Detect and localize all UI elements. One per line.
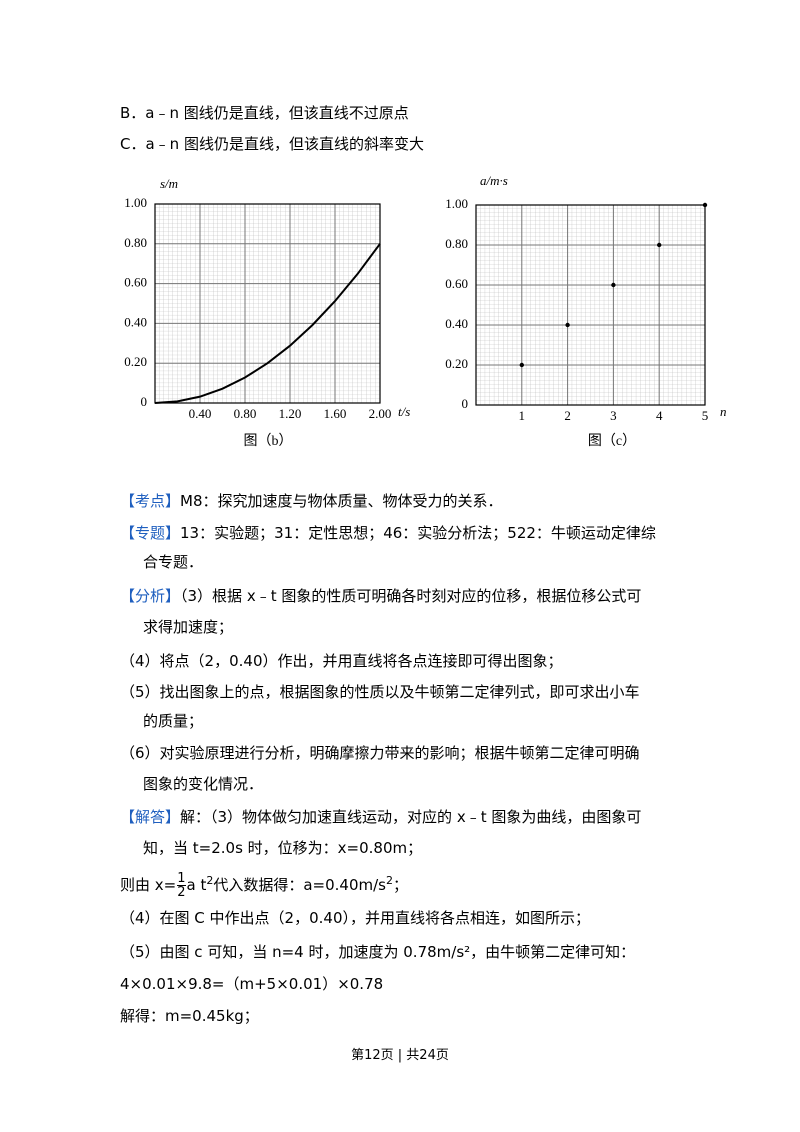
caption: 图（b） bbox=[244, 433, 293, 449]
line: （4）将点（2，0.40）作出，并用直线将各点连接即可得出图象； bbox=[120, 652, 563, 670]
x-axis-label: n bbox=[720, 404, 727, 419]
text: a t bbox=[186, 876, 207, 894]
option: C．a﹣n 图线仍是直线，但该直线的斜率变大 bbox=[120, 135, 424, 153]
section-tag: 【分析】 bbox=[120, 587, 181, 605]
y-tick-label: 0.40 bbox=[124, 314, 147, 329]
line: 合专题． bbox=[143, 553, 204, 571]
line: 图象的变化情况． bbox=[143, 775, 264, 793]
line: （4）在图 C 中作出点（2，0.40），并用直线将各点相连，如图所示； bbox=[120, 909, 590, 927]
exponent: 2 bbox=[206, 874, 214, 887]
line: （3）根据 x﹣t 图象的性质可明确各时刻对应的位移，根据位移公式可 bbox=[180, 587, 642, 605]
x-tick-label: 3 bbox=[610, 408, 617, 423]
y-tick-label: 0 bbox=[141, 394, 148, 409]
line: 解：（3）物体做匀加速直线运动，对应的 x﹣t 图象为曲线，由图象可 bbox=[180, 808, 642, 826]
x-tick-label: 5 bbox=[702, 408, 709, 423]
point bbox=[702, 202, 708, 208]
line: 的质量； bbox=[143, 712, 204, 730]
curve bbox=[154, 243, 381, 404]
x-tick-label: 1.20 bbox=[279, 406, 302, 421]
x-tick-label: 2.00 bbox=[369, 406, 392, 421]
x-tick-label: 4 bbox=[656, 408, 663, 423]
y-tick-label: 1.00 bbox=[445, 196, 468, 211]
line: 求得加速度； bbox=[143, 618, 234, 636]
y-tick-label: 1.00 bbox=[124, 195, 147, 210]
section: 【专题】13：实验题；31：定性思想；46：实验分析法；522：牛顿运动定律综 bbox=[120, 523, 656, 543]
line: （5）找出图象上的点，根据图象的性质以及牛顿第二定律列式，即可求出小车 bbox=[120, 683, 640, 701]
y-tick-label: 0.40 bbox=[445, 316, 468, 331]
line: 13：实验题；31：定性思想；46：实验分析法；522：牛顿运动定律综 bbox=[180, 524, 656, 542]
y-tick-label: 0.80 bbox=[445, 236, 468, 251]
minor-grid bbox=[155, 204, 380, 403]
y-tick-label: 0.60 bbox=[124, 275, 147, 290]
numerator: 1 bbox=[177, 871, 186, 886]
x-tick-label: 1.60 bbox=[324, 406, 347, 421]
section-tag: 【解答】 bbox=[120, 808, 181, 826]
section-tag: 【考点】 bbox=[120, 492, 181, 510]
line: 4×0.01×9.8=（m+5×0.01）×0.78 bbox=[120, 975, 384, 993]
y-tick-label: 0.60 bbox=[445, 276, 468, 291]
y-tick-label: 0.20 bbox=[124, 354, 147, 369]
point bbox=[657, 242, 662, 248]
line: （5）由图 c 可知，当 n=4 时，加速度为 0.78m/s²，由牛顿第二定律… bbox=[120, 943, 636, 961]
text: 则由 x= bbox=[120, 876, 177, 894]
plot-frame bbox=[475, 204, 706, 406]
section: 【考点】M8：探究加速度与物体质量、物体受力的关系． bbox=[120, 491, 503, 511]
formula-line: 则由 x= 1 2 a t2代入数据得：a=0.40m/s2； bbox=[120, 866, 408, 900]
y-tick-label: 0.80 bbox=[124, 235, 147, 250]
x-tick-label: 2 bbox=[564, 408, 571, 423]
x-tick-label: 1 bbox=[519, 408, 526, 423]
denominator: 2 bbox=[177, 885, 186, 900]
section: 【分析】（3）根据 x﹣t 图象的性质可明确各时刻对应的位移，根据位移公式可 bbox=[120, 586, 641, 606]
y-axis-label: s/m bbox=[160, 176, 178, 191]
line: M8：探究加速度与物体质量、物体受力的关系． bbox=[180, 492, 503, 510]
y-tick-label: 0 bbox=[462, 396, 469, 411]
x-tick-label: 0.80 bbox=[234, 406, 257, 421]
exponent: 2 bbox=[385, 874, 393, 887]
line: （6）对实验原理进行分析，明确摩擦力带来的影响；根据牛顿第二定律可明确 bbox=[120, 744, 640, 762]
x-axis-label: t/s bbox=[398, 404, 410, 419]
point bbox=[519, 362, 524, 368]
text: 代入数据得：a=0.40m/s bbox=[213, 876, 386, 894]
y-tick-label: 0.20 bbox=[445, 356, 468, 371]
figures: s/m t/s 图（b） a/m·s n 图（c） 0 0.20 0.40 0.60 0… bbox=[124, 173, 727, 449]
point bbox=[565, 322, 570, 328]
line: 解得：m=0.45kg； bbox=[120, 1007, 259, 1025]
x-tick-label: 0.40 bbox=[189, 406, 212, 421]
minor-grid bbox=[476, 205, 705, 405]
section-tag: 【专题】 bbox=[120, 524, 181, 542]
footer: 第12页 | 共24页 bbox=[351, 1048, 449, 1063]
caption: 图（c） bbox=[588, 433, 636, 449]
line: 知，当 t=2.0s 时，位移为：x=0.80m； bbox=[143, 839, 423, 857]
plot-frame bbox=[154, 203, 381, 404]
y-axis-label: a/m·s bbox=[480, 173, 508, 188]
point bbox=[611, 282, 616, 288]
option: B．a﹣n 图线仍是直线，但该直线不过原点 bbox=[120, 104, 409, 122]
text: ； bbox=[392, 876, 408, 894]
section: 【解答】解：（3）物体做匀加速直线运动，对应的 x﹣t 图象为曲线，由图象可 bbox=[120, 807, 641, 827]
